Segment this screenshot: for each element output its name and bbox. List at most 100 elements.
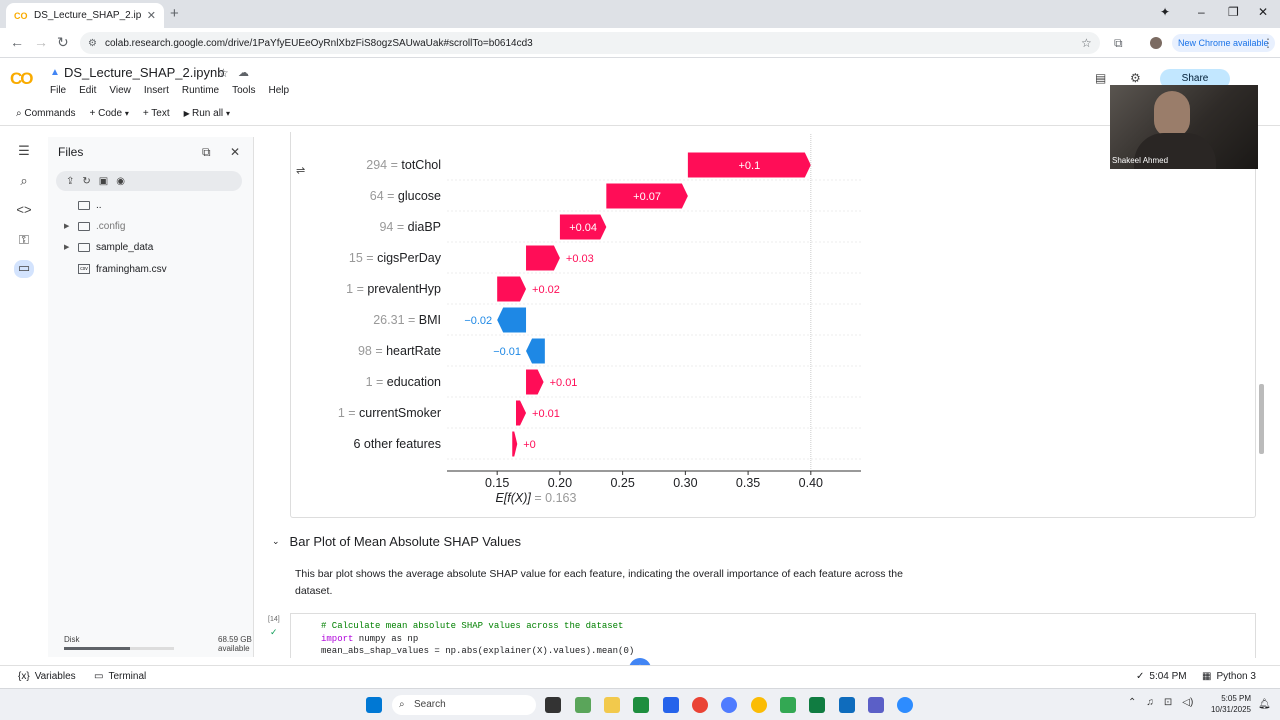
share-button[interactable]: Share [1160,69,1230,89]
file-explorer-icon[interactable] [604,697,620,713]
menu-runtime[interactable]: Runtime [181,85,220,96]
upload-icon[interactable]: ⇪ [66,175,75,187]
feature-value: 98 = [358,344,386,358]
x-axis-tick-label: 0.30 [673,476,697,490]
chevron-down-icon[interactable]: ▾ [124,109,129,118]
x-axis-tick-label: 0.35 [736,476,760,490]
r-app-icon[interactable] [721,697,737,713]
table-of-contents-icon[interactable]: ☰ [18,143,30,158]
feature-label: 1 = prevalentHyp [346,282,441,296]
browser-tab[interactable]: CO DS_Lecture_SHAP_2.ipynb - Co ✕ [6,3,164,28]
close-tab-icon[interactable]: ✕ [146,10,156,22]
tray-chevron-icon[interactable]: ⌃ [1128,697,1137,708]
new-tab-button[interactable]: + [170,5,179,22]
file-item-label: .. [96,199,102,211]
store-icon[interactable] [663,697,679,713]
feature-name: totChol [401,158,441,172]
find-replace-icon[interactable]: ⌕ [20,173,28,188]
star-icon[interactable]: ☆ [218,66,229,80]
outlook-icon[interactable] [839,697,855,713]
shap-value-label: +0.03 [566,253,594,265]
comments-icon[interactable]: ▤ [1095,71,1107,85]
refresh-icon[interactable]: ↻ [82,175,91,187]
output-actions-icon[interactable]: ⇌ [296,165,306,177]
task-view-icon[interactable] [545,697,561,713]
chrome-icon[interactable] [692,697,708,713]
chevron-down-icon[interactable]: ▾ [225,109,230,118]
close-window-button[interactable]: ✕ [1258,5,1269,19]
reload-icon[interactable]: ↻ [57,34,69,50]
section-header[interactable]: ⌄ Bar Plot of Mean Absolute SHAP Values [272,534,521,549]
zoom-icon[interactable] [897,697,913,713]
back-arrow-icon[interactable]: ← [10,34,24,50]
calculator-icon[interactable] [868,697,884,713]
execution-status[interactable]: ✓ 5:04 PM [1136,671,1187,682]
chrome-menu-icon[interactable]: ⋮ [1262,36,1274,50]
menu-edit[interactable]: Edit [79,85,97,96]
notebook-toolbar: ⌕ Commands + Code ▾ + Text ▶ Run all ▾ [0,102,1280,126]
excel-icon[interactable] [809,697,825,713]
maximize-button[interactable]: ❐ [1228,5,1239,19]
gemini-sparkle-icon[interactable]: ✦ [1160,5,1171,19]
runtime-indicator[interactable]: ▦ Python 3 [1202,671,1256,682]
expand-caret-icon[interactable]: ▶ [64,223,70,230]
close-panel-icon[interactable]: ✕ [230,145,241,159]
file-item-config[interactable]: ▶ .config [64,218,125,234]
notepad-icon[interactable] [780,697,796,713]
commands-button[interactable]: ⌕ Commands [16,108,76,119]
show-hidden-eye-icon[interactable]: ◉ [116,175,125,187]
volume-icon[interactable]: ◁) [1182,697,1194,708]
settings-gear-icon[interactable]: ⚙ [1130,71,1141,85]
terminal-button[interactable]: ▭ Terminal [94,671,146,682]
colab-header: CO ▲ DS_Lecture_SHAP_2.ipynb ☆ ☁ File Ed… [0,58,1280,102]
variables-button[interactable]: {x} Variables [18,671,76,682]
file-item-framingham-csv[interactable]: csv framingham.csv [64,261,167,277]
shap-value-label: +0.04 [569,222,597,234]
windows-start-icon[interactable] [366,697,382,713]
file-item-sample-data[interactable]: ▶ sample_data [64,239,153,255]
extensions-icon[interactable]: ⧉ [1114,36,1123,50]
secrets-key-icon[interactable]: ⚿ [19,232,29,247]
taskbar-clock[interactable]: 5:05 PM 10/31/2025 [1209,693,1251,715]
menu-view[interactable]: View [109,85,131,96]
add-code-button[interactable]: + Code ▾ [90,108,129,119]
feature-label: 26.31 = BMI [373,313,441,327]
code-snippets-icon[interactable]: <> [16,202,32,217]
minimize-button[interactable]: – [1198,5,1205,19]
menu-insert[interactable]: Insert [143,85,169,96]
url-bar[interactable]: ⚙ colab.research.google.com/drive/1PaYfy… [80,32,1100,54]
new-chrome-available-button[interactable]: New Chrome available [1172,34,1275,52]
feature-label: 94 = diaBP [379,220,441,234]
forward-arrow-icon[interactable]: → [34,34,48,50]
expand-caret-icon[interactable]: ▶ [64,244,70,251]
code-editor[interactable]: # Calculate mean absolute SHAP values ac… [321,620,634,658]
disk-label: Disk [64,635,80,644]
copilot-icon[interactable] [575,697,591,713]
file-item-parent[interactable]: .. [64,197,102,213]
menu-file[interactable]: File [50,85,67,96]
edge-browser-icon[interactable] [633,697,649,713]
shap-value-label: +0.01 [532,408,560,420]
notification-bell-icon[interactable]: 🔔︎ [1258,699,1271,710]
taskbar-search[interactable]: ⌕ Search [392,695,536,715]
vertical-scrollbar[interactable] [1259,384,1264,454]
browser-tab-strip: CO DS_Lecture_SHAP_2.ipynb - Co ✕ + ✦ – … [0,0,1280,28]
menu-tools[interactable]: Tools [232,85,256,96]
mount-drive-icon[interactable]: ▣ [98,175,109,187]
chrome-active-icon[interactable] [751,697,767,713]
add-text-button[interactable]: + Text [142,108,170,119]
bookmark-star-icon[interactable]: ☆ [1081,36,1092,50]
notebook-title[interactable]: DS_Lecture_SHAP_2.ipynb [64,65,225,80]
network-icon[interactable]: ⊡ [1163,697,1173,708]
run-all-button[interactable]: ▶ Run all ▾ [184,108,230,119]
microphone-icon[interactable]: ♫ [1146,697,1154,708]
site-info-icon[interactable]: ⚙ [88,37,97,49]
code-cell[interactable]: # Calculate mean absolute SHAP values ac… [290,613,1256,658]
collapse-chevron-icon[interactable]: ⌄ [272,536,280,546]
files-folder-icon[interactable]: ▭ [14,260,34,278]
folder-icon [78,242,90,252]
colab-logo[interactable]: CO [10,69,34,88]
open-in-tab-icon[interactable]: ⧉ [202,145,211,159]
menu-help[interactable]: Help [268,85,290,96]
profile-avatar-icon[interactable] [1150,37,1162,49]
